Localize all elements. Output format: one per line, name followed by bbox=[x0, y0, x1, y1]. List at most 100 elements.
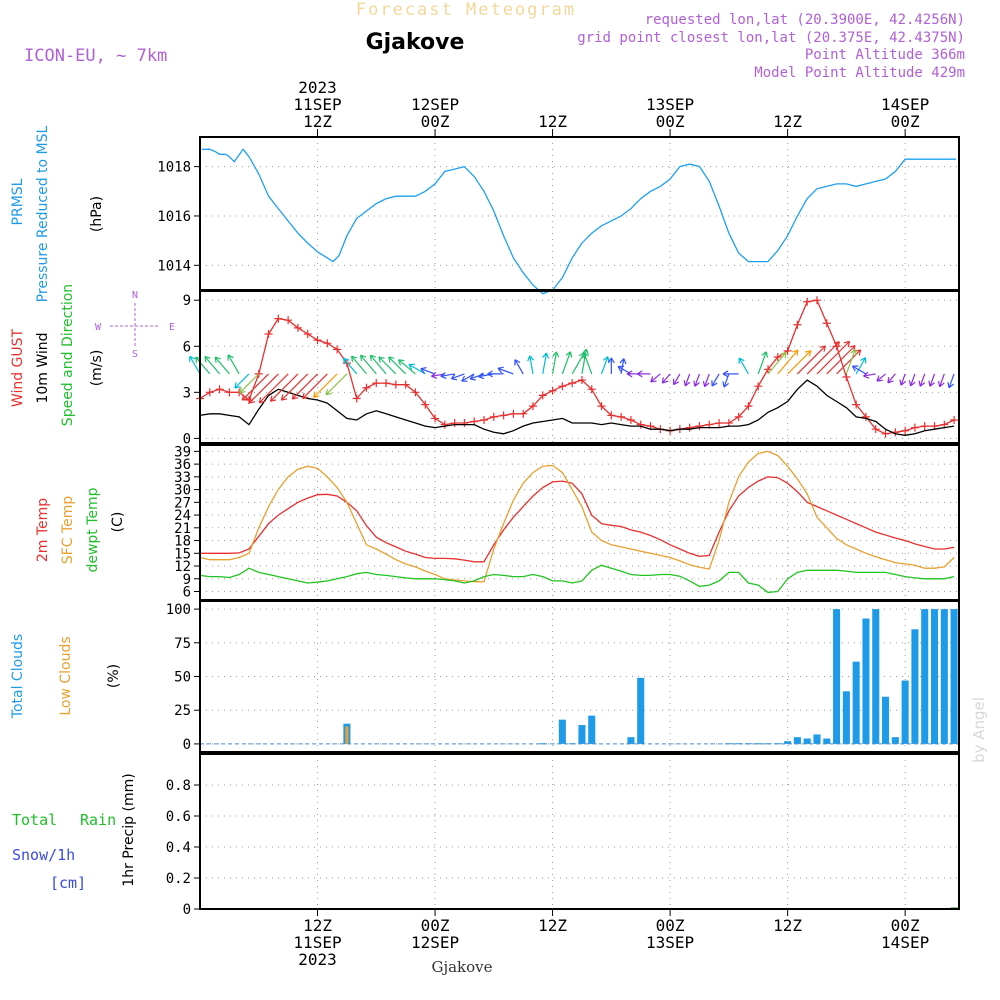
gust-marker bbox=[264, 329, 273, 338]
gust-marker bbox=[489, 412, 498, 421]
wind-arrow-head bbox=[378, 356, 385, 363]
wind-arrow bbox=[551, 351, 558, 375]
bar-total-clouds bbox=[842, 691, 850, 744]
wind-arrow-head bbox=[450, 373, 458, 381]
wind-arrow bbox=[673, 373, 681, 385]
wind-arrow bbox=[214, 356, 230, 375]
wind-arrow-head bbox=[899, 379, 906, 386]
wind-arrow bbox=[529, 355, 534, 375]
wind-arrow-head bbox=[431, 371, 438, 379]
compass-w: W bbox=[95, 322, 102, 333]
wind-arrow bbox=[796, 345, 826, 375]
wind-arrow-head bbox=[542, 352, 550, 359]
gust-marker bbox=[499, 411, 508, 420]
pressure-label: Pressure Reduced to MSL bbox=[35, 125, 51, 302]
credit-watermark: by Angel bbox=[970, 697, 988, 763]
wind-arrow-head bbox=[863, 371, 870, 379]
gust-marker bbox=[764, 365, 773, 374]
gust-marker bbox=[274, 314, 283, 323]
wind-arrow bbox=[836, 349, 862, 375]
bar-total-clouds bbox=[754, 743, 762, 745]
gust-marker bbox=[783, 346, 792, 355]
bottom-time-label: 12Z bbox=[538, 916, 567, 935]
wind-arrow bbox=[270, 373, 299, 402]
top-time-label: 11SEP bbox=[293, 95, 341, 114]
gust-marker bbox=[832, 342, 841, 351]
pressure-unit: (hPa) bbox=[89, 196, 105, 232]
wind-arrow-head bbox=[937, 380, 945, 388]
top-time-label: 13SEP bbox=[646, 95, 694, 114]
gust-marker bbox=[391, 380, 400, 389]
wind-arrow bbox=[571, 352, 585, 375]
precip-unit: 1hr Precip (mm) bbox=[121, 773, 137, 886]
wind-arrow-head bbox=[582, 348, 589, 355]
temp2m-label: 2m Temp bbox=[35, 498, 51, 562]
gust-marker bbox=[861, 412, 870, 421]
panel-1: 1014 1016 1018 bbox=[157, 136, 960, 295]
gust-marker bbox=[225, 388, 234, 397]
wind-arrow-head bbox=[780, 351, 787, 359]
wind-arrow bbox=[291, 373, 318, 400]
wind-arrow-head bbox=[291, 393, 299, 400]
bottom-time-label: 11SEP bbox=[293, 933, 341, 952]
wind-arrow-head bbox=[661, 377, 669, 384]
bar-total-clouds bbox=[862, 618, 870, 744]
wind-arrow bbox=[767, 352, 787, 375]
wind-arrow-head bbox=[738, 357, 745, 364]
wind-arrow-head bbox=[693, 380, 700, 387]
wind-arrow bbox=[440, 373, 455, 377]
wind-arrow-head bbox=[918, 380, 926, 387]
wind-arrow bbox=[661, 373, 671, 384]
wind-arrow bbox=[302, 373, 328, 399]
bar-total-clouds bbox=[539, 743, 547, 745]
wind-arrow bbox=[600, 356, 609, 375]
low-clouds-label: Low Clouds bbox=[58, 636, 74, 715]
bar-total-clouds bbox=[930, 609, 939, 744]
precip-snow-label: Snow/1h bbox=[12, 846, 75, 864]
wind-arrow bbox=[388, 356, 407, 375]
wind-arrow bbox=[876, 373, 886, 382]
panel-frame bbox=[199, 753, 960, 910]
y-tick-label: 25 bbox=[174, 703, 191, 719]
gust-marker bbox=[793, 320, 802, 329]
bar-total-clouds bbox=[823, 738, 831, 744]
precip-snow-unit-label: [cm] bbox=[50, 874, 86, 892]
y-tick-label: 0.2 bbox=[166, 871, 191, 887]
series-line-2m-temp bbox=[200, 476, 955, 563]
gust-marker bbox=[822, 319, 831, 328]
y-tick-label: 9 bbox=[183, 572, 191, 588]
wind-arrow bbox=[325, 373, 348, 396]
gust-marker bbox=[528, 402, 537, 411]
wind-arrow-head bbox=[582, 352, 589, 359]
wind-arrow-head bbox=[369, 354, 377, 362]
bottom-time-label: 12Z bbox=[773, 916, 802, 935]
y-tick-label: 0 bbox=[183, 431, 191, 447]
series-line-dewpt-temp bbox=[199, 564, 955, 594]
wind-arrow bbox=[845, 349, 856, 375]
gust-marker bbox=[803, 297, 812, 306]
bottom-time-label: 12Z bbox=[303, 916, 332, 935]
wind-arrow bbox=[451, 373, 465, 380]
wind-arrow bbox=[650, 373, 661, 383]
bar-total-clouds bbox=[911, 629, 919, 744]
sfc-temp-label: SFC Temp bbox=[60, 496, 76, 565]
gust-marker bbox=[352, 394, 361, 403]
wind-arrow-head bbox=[636, 370, 643, 378]
wind-arrow bbox=[900, 373, 906, 386]
bar-total-clouds bbox=[578, 725, 586, 744]
wind-arrow bbox=[777, 349, 799, 375]
wind-arrow-head bbox=[947, 381, 954, 389]
gust-marker bbox=[450, 419, 459, 428]
wind-arrow bbox=[826, 345, 856, 375]
wind-arrow bbox=[258, 373, 289, 404]
dewpt-label: dewpt Temp bbox=[85, 487, 101, 572]
product-title: Forecast Meteogram bbox=[356, 0, 576, 20]
top-time-label: 2023 bbox=[298, 78, 337, 97]
gust-marker bbox=[617, 412, 626, 421]
y-tick-label: 24 bbox=[174, 508, 191, 524]
top-time-label: 12SEP bbox=[411, 95, 459, 114]
gust-marker bbox=[509, 409, 518, 418]
wind-arrow-head bbox=[722, 370, 729, 378]
wind-arrow bbox=[542, 352, 548, 375]
y-tick-label: 75 bbox=[174, 636, 191, 652]
